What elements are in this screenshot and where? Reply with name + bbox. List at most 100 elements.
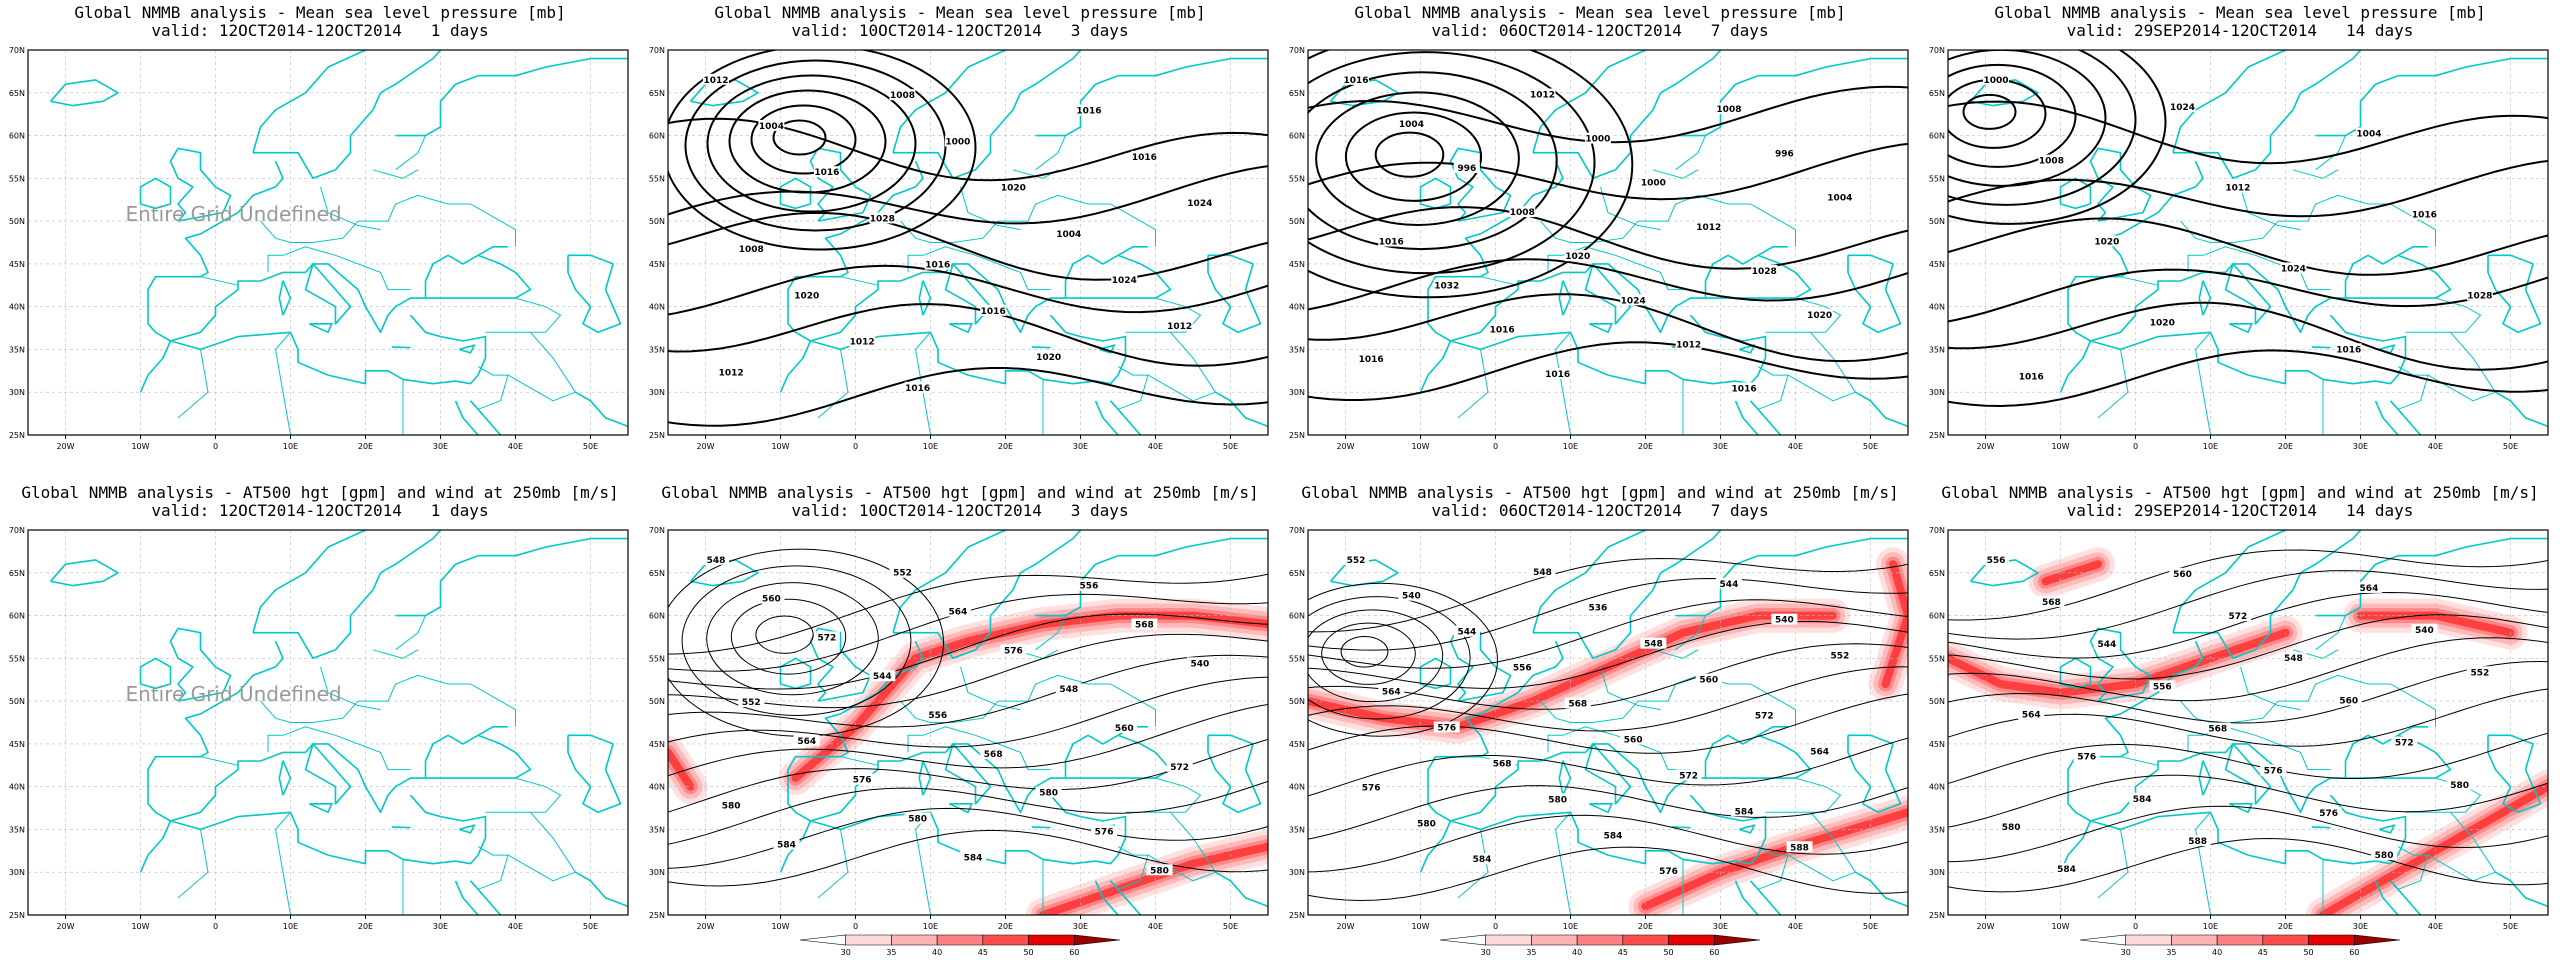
contour-label: 588: [2188, 837, 2207, 847]
lat-tick-label: 30N: [9, 868, 25, 877]
contour-label: 1012: [1676, 340, 1701, 350]
lon-tick-label: 30E: [1713, 442, 1728, 451]
contour-label: 1000: [1983, 76, 2008, 86]
lon-tick-label: 30E: [433, 442, 448, 451]
colorbar-tick-label: 50: [1663, 948, 1673, 957]
coastline: [459, 824, 476, 834]
map-canvas: 1016 1012 1008 1004 1000 996 996 1000 1004 1008 10…: [1289, 46, 1909, 451]
lat-tick-label: 45N: [1929, 260, 1945, 269]
contour-label: 576: [2319, 809, 2338, 819]
coastline: [948, 323, 973, 334]
contour-label: 564: [797, 737, 816, 747]
coastline: [139, 331, 471, 393]
contour-line: [1308, 206, 1908, 270]
contour-label: 1016: [1379, 238, 1404, 248]
contour-line: [668, 613, 1268, 690]
contour-label: 1016: [925, 261, 950, 271]
lon-tick-label: 10E: [283, 442, 298, 451]
country-border: [477, 846, 509, 890]
coastline: [2487, 254, 2542, 334]
panel-mslp-3days: Global NMMB analysis - Mean sea level pr…: [640, 0, 1280, 480]
country-border: [260, 674, 516, 727]
coastline: [169, 627, 232, 702]
panel-valid-range: valid: 10OCT2014-12OCT2014 3 days: [791, 501, 1129, 520]
coastline: [1094, 400, 1119, 435]
coastline: [1855, 391, 1908, 428]
contour-line: [730, 598, 847, 675]
lat-tick-label: 60N: [649, 612, 665, 621]
lat-tick-label: 65N: [9, 569, 25, 578]
country-border: [2194, 811, 2211, 915]
colorbar-segment: [2079, 934, 2127, 946]
country-border: [2187, 726, 2331, 771]
lon-tick-label: 20W: [1336, 922, 1354, 931]
lat-tick-label: 50N: [9, 217, 25, 226]
contour-line: [668, 703, 1268, 777]
coastline: [2059, 177, 2092, 210]
contour-label: 544: [1457, 628, 1476, 638]
panel-title: Global NMMB analysis - Mean sea level pr…: [714, 3, 1206, 22]
contour-label: 556: [928, 711, 947, 721]
lon-tick-label: 20E: [998, 442, 1013, 451]
contour-label: 576: [2077, 753, 2096, 763]
country-border: [2240, 186, 2301, 231]
coastline: [469, 400, 502, 435]
contour-label: 544: [1720, 580, 1739, 590]
colorbar-tick-label: 40: [932, 948, 942, 957]
country-border: [2427, 374, 2496, 402]
contour-line: [1308, 814, 1908, 873]
lat-tick-label: 35N: [649, 825, 665, 834]
colorbar-segment: [2308, 934, 2355, 946]
coastline: [2089, 147, 2152, 222]
colorbar-tick-label: 45: [1618, 948, 1628, 957]
panel-valid-range: valid: 29SEP2014-12OCT2014 14 days: [2066, 501, 2414, 520]
lon-tick-label: 50E: [1863, 442, 1878, 451]
contour-line: [1308, 582, 1498, 737]
wind-colorbar: 30 35 40 45 50 60: [2079, 934, 2401, 957]
lat-tick-label: 25N: [1929, 431, 1945, 440]
contour-label: 1016: [1490, 326, 1515, 336]
coastline: [918, 760, 932, 796]
contour-label: 1012: [2225, 184, 2250, 194]
contour-line: [668, 807, 1268, 869]
map-frame: [667, 49, 1269, 436]
coastline: [1532, 530, 1722, 660]
contour-label: 996: [1775, 149, 1794, 159]
lon-tick-label: 20W: [696, 922, 714, 931]
coastline: [1847, 734, 1902, 814]
contour-label: 1016: [905, 384, 930, 394]
contour-line: [1948, 100, 2548, 165]
country-border: [1117, 846, 1149, 890]
contour-label: 580: [1548, 795, 1567, 805]
country-border: [2405, 297, 2482, 333]
coastline: [409, 794, 487, 865]
contour-label: 568: [984, 750, 1003, 760]
coastline: [454, 880, 479, 915]
panel-z500-7days: Global NMMB analysis - AT500 hgt [gpm] a…: [1280, 480, 1920, 960]
contour-label: 1004: [1399, 120, 1424, 130]
coastline: [779, 331, 1111, 393]
map-frame: [1307, 529, 1909, 916]
contour-label: 1016: [2019, 372, 2044, 382]
coastline: [2059, 811, 2391, 873]
colorbar-segment: [982, 934, 1029, 946]
contour-label: 576: [1437, 723, 1456, 733]
coastline: [1031, 826, 1051, 829]
contour-line: [1948, 837, 2548, 893]
contour-label: 1016: [981, 307, 1006, 317]
contour-label: 1004: [1056, 230, 1081, 240]
coastline: [2198, 760, 2212, 796]
lon-tick-label: 20E: [1638, 442, 1653, 451]
map-frame: [27, 49, 629, 436]
map-canvas: Entire Grid Undefined 70N 65N 60N 55N 50N 45N 4…: [9, 526, 629, 931]
coastline: [2374, 880, 2399, 915]
coastline: [2389, 880, 2422, 915]
lat-tick-label: 45N: [649, 260, 665, 269]
map-frame: [667, 529, 1269, 916]
lat-tick-label: 45N: [9, 740, 25, 749]
contour-label: 1012: [1167, 322, 1192, 332]
coastline: [1427, 160, 1812, 342]
colorbar-segment: [2216, 934, 2264, 946]
contour-line: [1344, 111, 1483, 202]
contour-line: [668, 573, 1268, 655]
